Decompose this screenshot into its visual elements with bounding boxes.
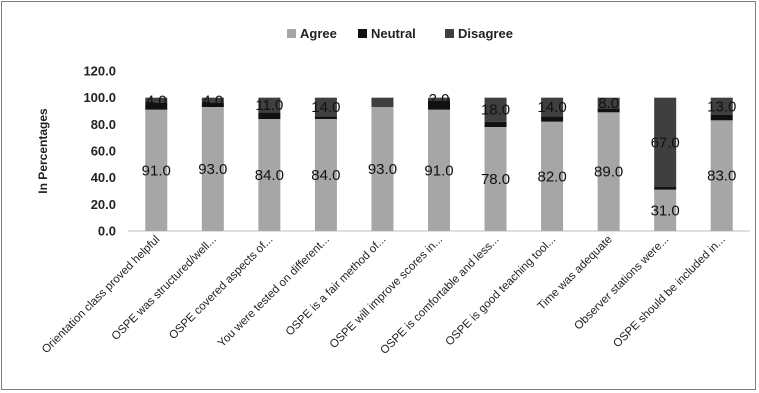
category-label: OSPE is good teaching tool... [443, 234, 558, 349]
data-label-disagree: 4.0 [202, 92, 223, 109]
data-label-agree: 82.0 [537, 168, 566, 185]
data-label-agree: 93.0 [368, 161, 397, 178]
data-label-agree: 83.0 [707, 168, 736, 185]
category-label: Orientation class proved helpful [40, 234, 162, 356]
category-label: OSPE is a fair method of... [284, 234, 389, 339]
category-label: OSPE should be included in... [611, 234, 728, 351]
y-tick-label: 80.0 [91, 117, 116, 132]
data-label-disagree: 14.0 [311, 99, 340, 116]
data-label-agree: 84.0 [255, 167, 284, 184]
data-label-disagree: 2.0 [429, 91, 450, 108]
y-tick-label: 0.0 [98, 224, 116, 239]
bar-disagree-1 [145, 97, 168, 103]
bar-agree-1 [145, 109, 168, 231]
bar-agree-3 [258, 119, 281, 231]
bar-neutral-2 [201, 103, 224, 107]
data-label-disagree: 13.0 [707, 98, 736, 115]
y-tick-label: 60.0 [91, 144, 116, 159]
legend-swatch-agree [287, 29, 296, 38]
legend-swatch-neutral [358, 29, 367, 38]
bar-agree-9 [597, 112, 620, 231]
category-label: OSPE covered aspects of... [167, 234, 275, 342]
bar-disagree-6 [428, 97, 450, 101]
bar-neutral-1 [145, 103, 168, 110]
data-label-agree: 91.0 [424, 162, 453, 179]
category-label: Observer stations were... [572, 234, 671, 333]
data-label-agree: 89.0 [594, 164, 623, 181]
bar-disagree-8 [541, 97, 564, 117]
bar-neutral-7 [484, 121, 507, 127]
bar-disagree-11 [710, 97, 733, 115]
data-label-disagree: 8.0 [598, 95, 619, 112]
category-label: OSPE will improve scores in... [328, 234, 445, 351]
bar-disagree-3 [258, 97, 281, 113]
y-tick-label: 40.0 [91, 170, 116, 185]
y-tick-label: 120.0 [83, 64, 116, 79]
bar-neutral-11 [710, 115, 733, 121]
legend-label-neutral: Neutral [371, 26, 416, 41]
bar-agree-5 [371, 107, 394, 231]
bar-neutral-8 [541, 116, 564, 122]
bar-agree-10 [654, 189, 677, 231]
bar-disagree-9 [597, 97, 620, 109]
data-label-disagree: 14.0 [537, 99, 566, 116]
y-tick-label: 20.0 [91, 197, 116, 212]
data-label-disagree: 67.0 [651, 134, 680, 151]
bar-disagree-2 [201, 97, 224, 103]
bar-disagree-5 [371, 97, 394, 107]
legend-label-disagree: Disagree [458, 26, 513, 41]
bar-neutral-6 [428, 100, 450, 110]
data-label-agree: 91.0 [142, 162, 171, 179]
bar-agree-11 [710, 120, 733, 231]
legend-swatch-disagree [445, 29, 454, 38]
data-label-disagree: 4.0 [146, 92, 167, 109]
data-label-disagree: 11.0 [255, 97, 283, 114]
category-label: OSPE was structured/well... [110, 234, 219, 343]
y-tick-label: 100.0 [83, 90, 116, 105]
category-label: You were tested on different... [216, 234, 332, 350]
bar-agree-2 [201, 107, 224, 231]
bar-neutral-3 [258, 112, 281, 119]
y-axis-label: In Percentages [36, 108, 50, 194]
data-label-agree: 84.0 [311, 167, 340, 184]
bar-agree-8 [541, 121, 564, 231]
bar-agree-6 [428, 109, 450, 231]
bar-agree-7 [484, 127, 507, 231]
bar-disagree-4 [314, 97, 337, 117]
data-label-disagree: 18.0 [481, 102, 510, 119]
data-label-agree: 78.0 [481, 171, 510, 188]
bar-disagree-7 [484, 97, 507, 122]
bar-neutral-4 [314, 116, 337, 119]
category-label: OSPE is comfortable and less... [378, 234, 501, 357]
bar-neutral-10 [654, 187, 677, 190]
bar-neutral-9 [597, 108, 620, 113]
bar-disagree-10 [654, 97, 677, 187]
data-label-agree: 31.0 [651, 202, 680, 219]
data-label-agree: 93.0 [198, 161, 227, 178]
bar-agree-4 [314, 119, 337, 231]
legend-label-agree: Agree [300, 26, 337, 41]
